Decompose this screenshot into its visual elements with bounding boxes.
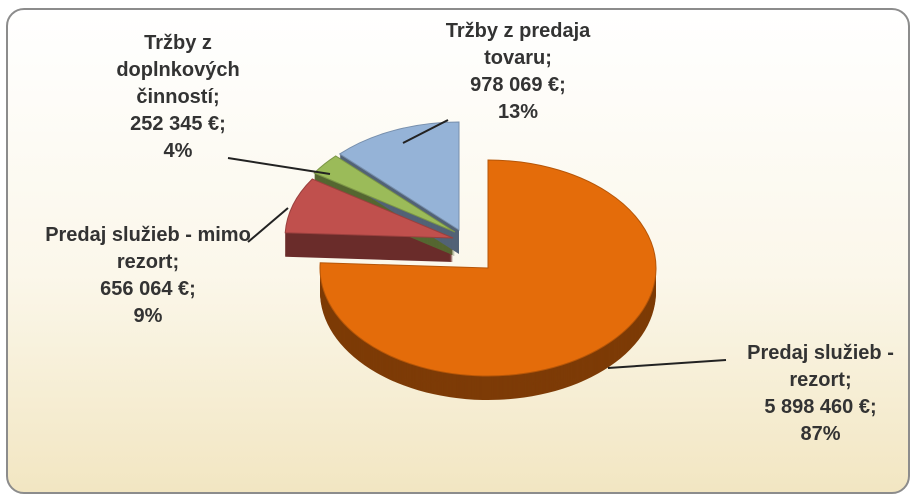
leader-line (247, 207, 289, 243)
leader-line (607, 359, 727, 369)
category-label: Tržby z predaja tovaru (445, 20, 591, 69)
percent-label: 9% (133, 305, 163, 327)
percent-label: 4% (163, 140, 193, 162)
category-label: Predaj služieb - mimo rezort (45, 224, 251, 273)
separator: ; (559, 74, 566, 96)
category-label: Tržby z doplnkových činností (116, 32, 240, 108)
value-label: 252 345 € (130, 113, 220, 135)
leader-line (402, 119, 449, 144)
percent-label: 87% (800, 423, 841, 445)
slice (338, 121, 460, 231)
percent-label: 13% (497, 101, 539, 123)
separator: ; (869, 396, 877, 418)
separator: ; (545, 47, 552, 69)
separator: ; (213, 86, 220, 108)
value-label: 978 069 € (470, 74, 560, 96)
data-label: Tržby z predaja tovaru; 978 069 €; 13% (423, 18, 613, 126)
value-label: 5 898 460 € (764, 396, 870, 418)
chart-frame: Predaj služieb - rezort; 5 898 460 €; 87% P… (6, 8, 910, 494)
slice (284, 178, 454, 239)
separator: ; (172, 251, 180, 273)
slice (313, 155, 456, 233)
data-label: Predaj služieb - rezort; 5 898 460 €; 87% (728, 340, 908, 448)
separator: ; (219, 113, 226, 135)
category-label: Predaj služieb - rezort (747, 342, 894, 391)
separator: ; (844, 369, 852, 391)
chart (227, 119, 727, 401)
data-label: Predaj služieb - mimo rezort; 656 064 €; 9… (43, 222, 253, 330)
value-label: 656 064 € (100, 278, 190, 300)
separator: ; (189, 278, 196, 300)
leader-line (227, 157, 331, 175)
data-label: Tržby z doplnkových činností; 252 345 €; 4… (103, 30, 253, 165)
slice (319, 159, 657, 377)
